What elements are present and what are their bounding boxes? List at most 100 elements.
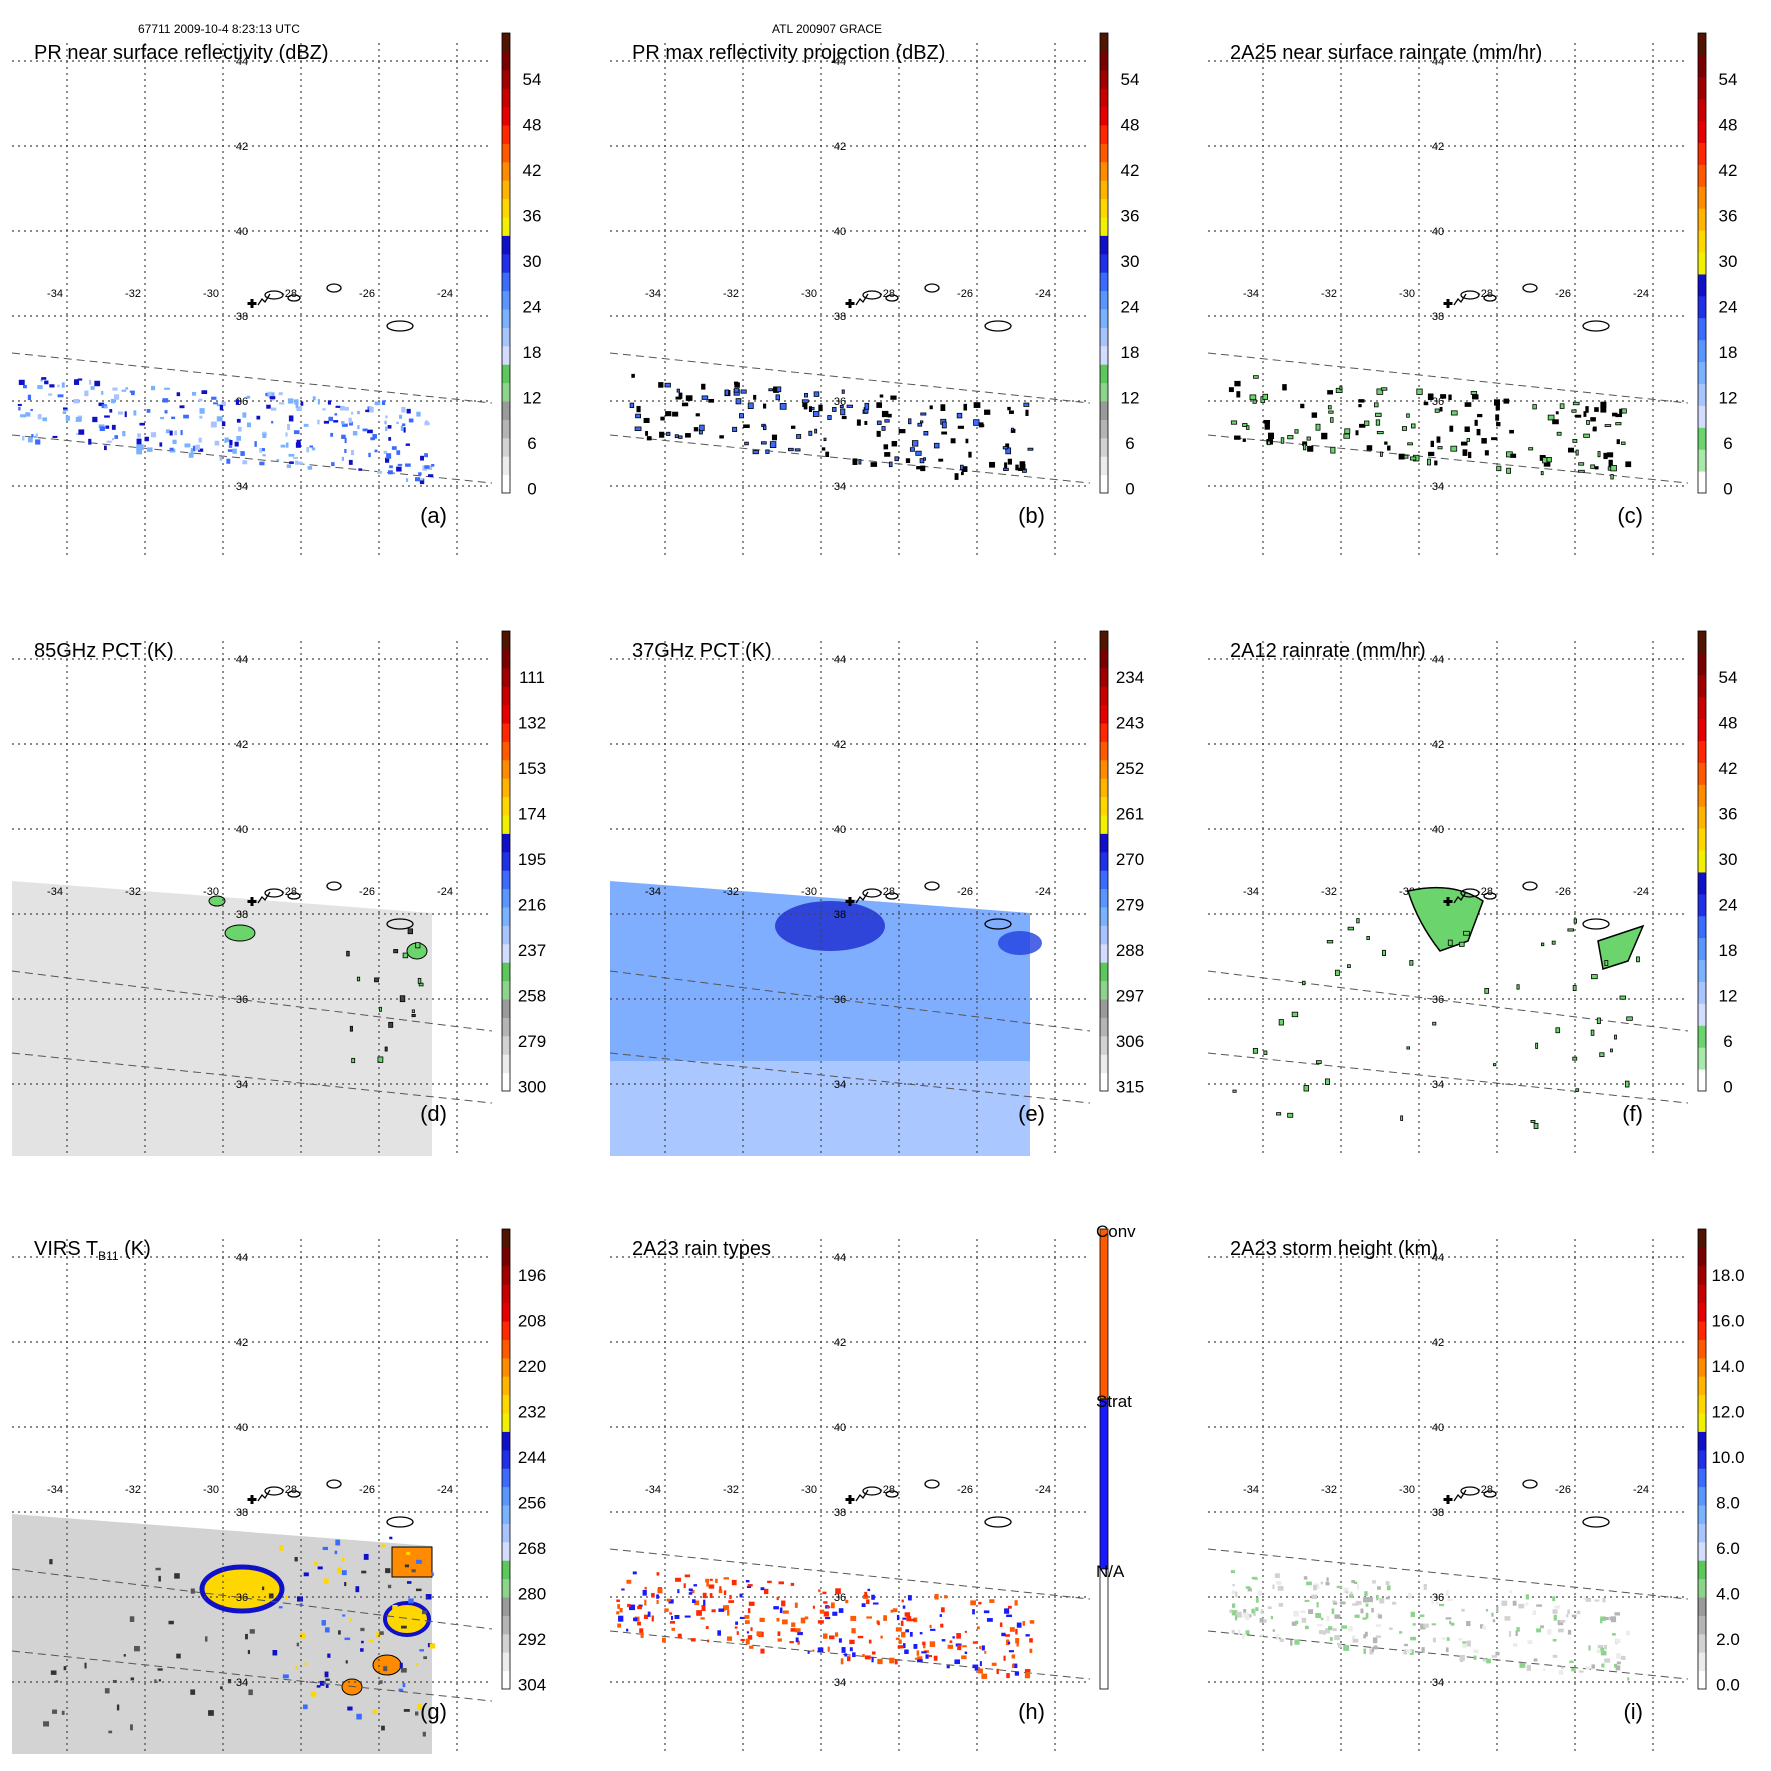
rain-pixel xyxy=(823,1611,829,1617)
rain-pixel xyxy=(1294,1620,1299,1625)
colorbar-segment xyxy=(1698,1229,1706,1248)
rain-pixel xyxy=(1479,1624,1484,1629)
lat-tick-label: 36 xyxy=(236,1592,248,1604)
rain-pixel xyxy=(1439,406,1443,412)
colorbar-tick-label: 36 xyxy=(1719,805,1738,824)
rain-pixel xyxy=(344,1582,347,1587)
rain-pixel xyxy=(1503,398,1510,404)
rain-pixel xyxy=(73,399,80,404)
rain-pixel xyxy=(744,1620,750,1624)
rain-pixel xyxy=(278,1606,283,1609)
storm-center-marker xyxy=(247,1495,257,1504)
rain-pixel xyxy=(684,1615,691,1618)
colorbar-segment xyxy=(502,125,510,144)
rain-pixel xyxy=(188,452,194,458)
lat-tick-label: 44 xyxy=(834,56,846,68)
rain-pixel xyxy=(1423,401,1429,406)
rain-pixel xyxy=(1245,1586,1251,1589)
rain-pixel xyxy=(685,433,691,438)
rain-pixel xyxy=(1230,420,1238,425)
rain-pixel xyxy=(1604,424,1612,427)
colorbar-segment xyxy=(502,1486,510,1506)
rain-pixel xyxy=(1588,1645,1591,1651)
rain-pixel xyxy=(227,1679,232,1684)
rain-pixel xyxy=(389,1536,393,1540)
rain-pixel xyxy=(957,1644,962,1651)
rain-pixel xyxy=(668,1599,674,1604)
rain-pixel xyxy=(312,396,316,401)
rain-pixel xyxy=(845,1599,849,1604)
rain-pixel xyxy=(759,1617,765,1622)
colorbar-segment xyxy=(1698,1615,1706,1635)
rain-pixel xyxy=(369,406,374,413)
rain-pixel xyxy=(817,1620,824,1624)
rain-pixel xyxy=(719,1586,722,1591)
rain-pixel xyxy=(923,457,927,461)
rain-pixel xyxy=(1326,940,1334,944)
rain-pixel xyxy=(279,1545,284,1551)
rain-pixel xyxy=(335,405,341,408)
rain-pixel xyxy=(1606,452,1614,458)
rain-pixel xyxy=(883,444,889,450)
colorbar-segment xyxy=(1698,427,1706,450)
rain-pixel xyxy=(316,1685,321,1688)
rain-pixel xyxy=(377,470,382,474)
rain-pixel xyxy=(144,436,149,442)
rain-pixel xyxy=(1597,1644,1604,1649)
rain-area xyxy=(1597,924,1645,970)
colorbar-segment xyxy=(502,704,510,724)
rain-pixel xyxy=(1387,445,1391,451)
rain-pixel xyxy=(1555,1027,1561,1034)
rain-pixel xyxy=(324,1671,329,1678)
rain-pixel xyxy=(285,1595,288,1601)
rain-pixel xyxy=(27,437,33,443)
rain-pixel xyxy=(979,1646,982,1650)
colorbar-tick-label: 14.0 xyxy=(1711,1357,1744,1376)
rain-pixel xyxy=(782,1619,788,1625)
rain-pixel xyxy=(304,1662,307,1666)
rain-pixel xyxy=(1594,1599,1600,1602)
rain-pixel xyxy=(617,1604,620,1609)
rain-pixel xyxy=(1373,1645,1378,1650)
colorbar-segment xyxy=(502,290,510,310)
rain-pixel xyxy=(204,1636,208,1642)
colorbar-segment xyxy=(502,235,510,255)
rain-pixel xyxy=(633,1617,638,1622)
lat-tick-label: 42 xyxy=(236,739,248,751)
rain-pixel xyxy=(229,440,233,446)
rain-pixel xyxy=(790,425,796,429)
colorbar-tick-label: 18 xyxy=(1121,343,1140,362)
rain-pixel xyxy=(322,1546,328,1551)
colorbar-segment xyxy=(1100,198,1108,218)
rain-pixel xyxy=(645,431,649,436)
island-outline xyxy=(1522,1479,1538,1489)
rain-pixel xyxy=(647,1611,651,1617)
colorbar-segment xyxy=(1698,471,1706,494)
rain-pixel xyxy=(403,427,406,433)
rain-pixel xyxy=(1464,402,1472,407)
rain-pixel xyxy=(136,438,142,445)
rain-pixel xyxy=(1603,1616,1609,1621)
rain-pixel xyxy=(961,1655,967,1660)
rain-pixel xyxy=(357,410,360,415)
rain-pixel xyxy=(870,462,878,467)
rain-pixel xyxy=(1423,1583,1427,1590)
rain-pixel xyxy=(1407,442,1413,446)
rain-pixel xyxy=(732,426,738,432)
rain-pixel xyxy=(208,1710,214,1716)
rain-pixel xyxy=(825,451,830,457)
rain-pixel xyxy=(769,441,777,449)
rain-pixel xyxy=(974,1667,979,1671)
rain-pixel xyxy=(760,441,767,445)
rain-pixel xyxy=(636,405,641,413)
island-outline xyxy=(1453,891,1467,904)
lon-tick-label: -26 xyxy=(1555,288,1571,300)
rain-pixel xyxy=(808,406,812,413)
rain-pixel xyxy=(402,952,409,959)
colorbar-tick-label: 42 xyxy=(523,161,542,180)
rain-pixel xyxy=(940,1607,945,1613)
rain-pixel xyxy=(35,439,41,445)
rain-pixel xyxy=(877,1621,880,1626)
rain-pixel xyxy=(1352,1603,1359,1606)
rain-pixel xyxy=(940,1623,944,1628)
